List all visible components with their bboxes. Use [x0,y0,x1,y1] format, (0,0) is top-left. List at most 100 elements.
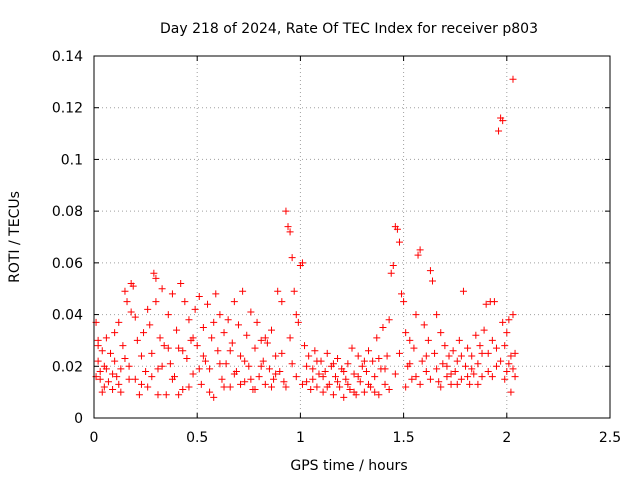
data-point [129,282,137,290]
data-point [160,342,168,350]
data-point [426,375,434,383]
data-point [501,342,509,350]
data-point [509,311,517,319]
y-tick-label: 0.14 [52,49,83,65]
data-point [418,357,426,365]
data-point [127,308,135,316]
data-point [365,347,373,355]
data-point [226,383,234,391]
data-point [449,347,457,355]
data-point [189,370,197,378]
x-tick-label: 1.5 [392,430,414,446]
data-point [393,225,401,233]
data-point [323,349,331,357]
data-point [484,367,492,375]
data-point [154,365,162,373]
data-point [284,223,292,231]
data-point [140,329,148,337]
data-point [391,370,399,378]
data-point [148,349,156,357]
data-point [422,367,430,375]
data-point [373,334,381,342]
data-point [462,362,470,370]
data-point [96,375,104,383]
data-point [492,344,500,352]
data-point [111,329,119,337]
data-point [261,334,269,342]
data-point [247,308,255,316]
data-point [459,287,467,295]
data-point [395,349,403,357]
data-point [193,342,201,350]
data-point [261,380,269,388]
data-point [433,311,441,319]
data-point [272,352,280,360]
data-point [490,298,498,306]
data-point [472,331,480,339]
data-point [210,393,218,401]
data-point [464,344,472,352]
data-point [237,352,245,360]
data-point [323,383,331,391]
data-point [199,352,207,360]
data-point [220,383,228,391]
data-point [204,300,212,308]
data-point [507,352,515,360]
data-point [263,339,271,347]
y-tick-label: 0.06 [52,256,83,272]
data-point [406,336,414,344]
data-point [362,367,370,375]
data-point [241,378,249,386]
data-point [381,380,389,388]
data-point [102,365,110,373]
data-point [125,362,133,370]
data-point [125,375,133,383]
data-point [177,280,185,288]
data-point [503,367,511,375]
y-tick-label: 0.1 [61,152,83,168]
data-point [387,269,395,277]
data-point [435,378,443,386]
x-tick-label: 1 [296,430,305,446]
data-point [150,269,158,277]
data-point [137,380,145,388]
data-point [482,300,490,308]
data-point [276,367,284,375]
data-point [175,344,183,352]
data-point [135,391,143,399]
data-point [294,318,302,326]
data-point [511,373,519,381]
data-point [259,357,267,365]
data-point [98,388,106,396]
data-point [358,362,366,370]
data-point [195,292,203,300]
data-point [288,360,296,368]
data-point [431,349,439,357]
data-point [168,290,176,298]
data-point [329,391,337,399]
data-point [334,355,342,363]
data-point [470,370,478,378]
data-point [109,370,117,378]
data-point [179,386,187,394]
data-point [428,277,436,285]
data-point [340,367,348,375]
x-tick-label: 0.5 [186,430,208,446]
data-point [453,357,461,365]
data-point [156,334,164,342]
y-tick-label: 0 [74,411,83,427]
data-point [505,360,513,368]
data-point [480,326,488,334]
data-point [117,388,125,396]
data-point [346,386,354,394]
data-point [389,261,397,269]
data-point [398,290,406,298]
data-point [344,360,352,368]
data-point [162,391,170,399]
data-point [131,375,139,383]
data-point [468,365,476,373]
data-point [185,383,193,391]
data-point [499,318,507,326]
data-point [381,365,389,373]
data-point [206,365,214,373]
